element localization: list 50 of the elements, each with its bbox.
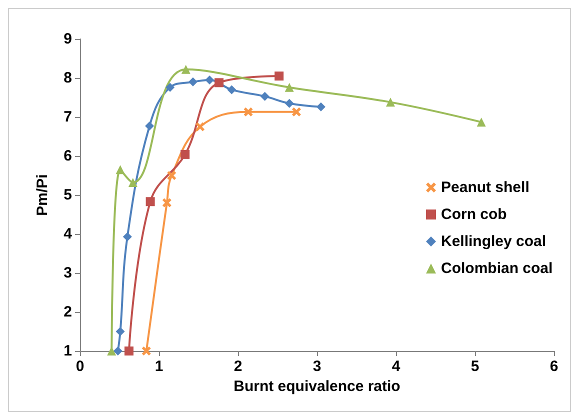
point [227, 85, 236, 94]
point [284, 98, 294, 108]
point [146, 197, 155, 206]
y-tick-label: 1 [64, 342, 72, 360]
legend-label: Kellingley coal [441, 233, 546, 250]
x-tick-label: 2 [234, 358, 242, 375]
point [292, 107, 301, 116]
legend-label: Peanut shell [441, 179, 530, 196]
point [181, 64, 190, 74]
x-tick-label: 0 [76, 358, 84, 375]
y-tick-label: 5 [64, 186, 72, 204]
point [166, 82, 175, 92]
point [113, 346, 122, 356]
y-tick-label: 4 [64, 226, 73, 242]
x-tick-label: 6 [550, 358, 558, 375]
point [167, 171, 176, 180]
point [122, 232, 132, 242]
y-tick-label: 6 [64, 148, 72, 164]
point [214, 78, 224, 88]
point [274, 72, 284, 81]
y-tick-label: 3 [64, 264, 72, 282]
point [244, 107, 253, 116]
y-tick-label: 7 [64, 108, 72, 126]
point [205, 75, 214, 84]
point [145, 121, 154, 130]
legend-label: Colombian coal [441, 260, 553, 277]
x-axis-title: Burnt equivalence ratio [234, 378, 400, 395]
point [188, 77, 198, 86]
legend-label: Corn cob [441, 206, 507, 223]
point [260, 92, 270, 101]
point [116, 327, 125, 336]
point [284, 82, 294, 92]
point [476, 118, 486, 127]
y-axis-title: Pm/Pi [34, 174, 51, 216]
point [124, 346, 134, 356]
point [386, 98, 395, 107]
y-tick-label: 9 [64, 30, 72, 48]
x-tick-label: 4 [392, 358, 401, 375]
point [142, 346, 151, 356]
point [180, 150, 190, 159]
x-tick-label: 5 [470, 358, 480, 375]
point [128, 178, 138, 188]
point [196, 122, 205, 132]
point [162, 198, 172, 208]
point [116, 165, 125, 174]
y-tick-label: 8 [64, 70, 72, 86]
y-tick-label: 2 [64, 304, 72, 320]
x-tick-label: 3 [312, 358, 322, 375]
x-tick-label: 1 [154, 358, 164, 375]
point [316, 102, 326, 112]
